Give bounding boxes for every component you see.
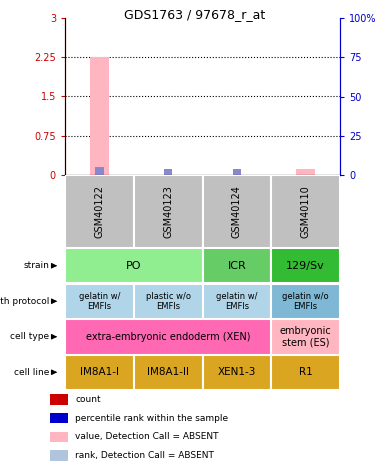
Text: growth protocol: growth protocol — [0, 297, 50, 306]
Text: GSM40122: GSM40122 — [94, 185, 105, 238]
Bar — [271, 354, 340, 390]
Text: extra-embryonic endoderm (XEN): extra-embryonic endoderm (XEN) — [86, 332, 250, 342]
Text: embryonic
stem (ES): embryonic stem (ES) — [280, 326, 332, 347]
Text: GSM40110: GSM40110 — [301, 185, 310, 238]
Bar — [233, 169, 241, 175]
Text: gelatin w/
EMFls: gelatin w/ EMFls — [216, 292, 258, 311]
Bar — [271, 175, 340, 248]
Text: PO: PO — [126, 261, 142, 271]
Bar — [164, 169, 172, 175]
Bar — [50, 394, 68, 405]
Text: cell type: cell type — [11, 332, 50, 341]
Text: R1: R1 — [299, 367, 312, 377]
Bar — [50, 413, 68, 423]
Bar — [134, 175, 202, 248]
Text: percentile rank within the sample: percentile rank within the sample — [75, 414, 228, 423]
Text: GSM40124: GSM40124 — [232, 185, 242, 238]
Text: strain: strain — [24, 261, 50, 270]
Text: value, Detection Call = ABSENT: value, Detection Call = ABSENT — [75, 432, 219, 441]
Text: IM8A1-II: IM8A1-II — [147, 367, 189, 377]
Bar — [65, 175, 134, 248]
Bar — [65, 248, 202, 284]
Text: XEN1-3: XEN1-3 — [218, 367, 256, 377]
Bar — [90, 57, 109, 175]
Bar — [202, 248, 271, 284]
Bar — [50, 432, 68, 442]
Bar — [134, 354, 202, 390]
Bar — [95, 167, 103, 175]
Bar — [50, 451, 68, 461]
Text: 129/Sv: 129/Sv — [286, 261, 325, 271]
Text: rank, Detection Call = ABSENT: rank, Detection Call = ABSENT — [75, 451, 214, 460]
Text: plastic w/o
EMFls: plastic w/o EMFls — [145, 292, 191, 311]
Text: cell line: cell line — [14, 368, 50, 377]
Text: IM8A1-I: IM8A1-I — [80, 367, 119, 377]
Text: gelatin w/o
EMFls: gelatin w/o EMFls — [282, 292, 329, 311]
Text: gelatin w/
EMFls: gelatin w/ EMFls — [79, 292, 120, 311]
Text: GDS1763 / 97678_r_at: GDS1763 / 97678_r_at — [124, 8, 266, 21]
Text: count: count — [75, 395, 101, 404]
Bar — [65, 354, 134, 390]
Bar — [271, 319, 340, 354]
Text: GSM40123: GSM40123 — [163, 185, 173, 238]
Bar — [134, 284, 202, 319]
Bar — [65, 319, 271, 354]
Bar — [271, 284, 340, 319]
Bar — [271, 248, 340, 284]
Bar — [65, 284, 134, 319]
Bar — [202, 175, 271, 248]
Bar — [296, 169, 315, 175]
Bar — [202, 284, 271, 319]
Text: ICR: ICR — [227, 261, 246, 271]
Bar — [202, 354, 271, 390]
